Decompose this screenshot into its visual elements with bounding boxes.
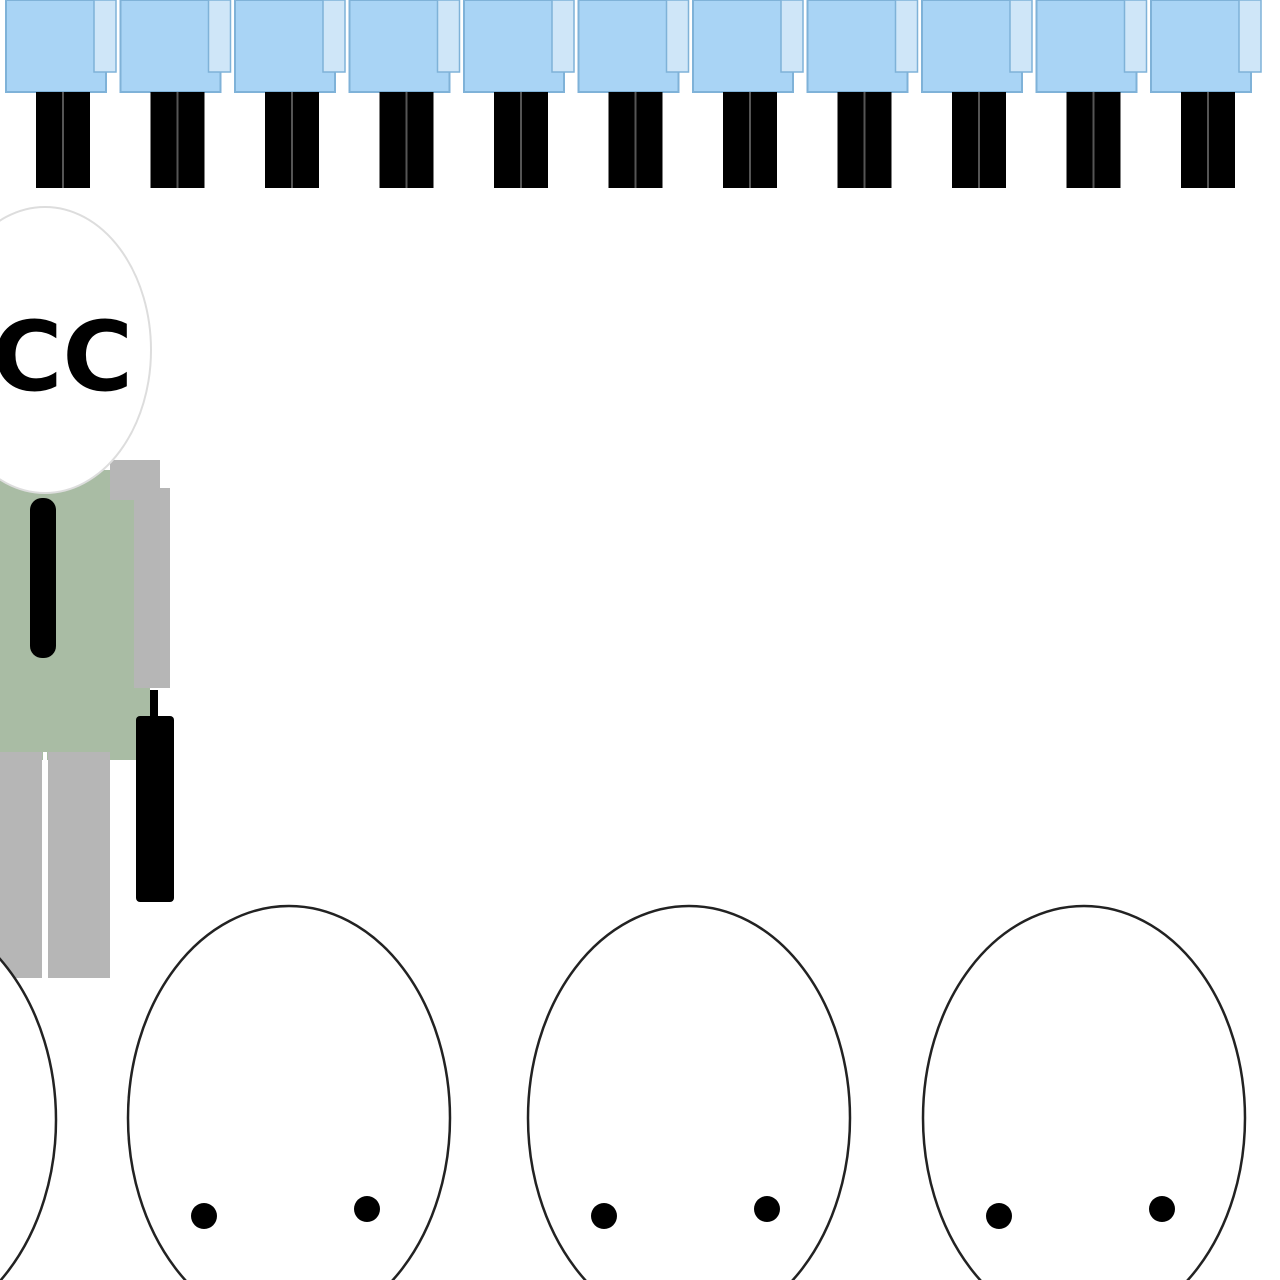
audience-eye-left xyxy=(986,1203,1012,1229)
crowd-leg-left xyxy=(36,92,62,188)
crowd-sleeve xyxy=(207,0,232,73)
crowd-figure xyxy=(806,0,919,188)
crowd-sleeve xyxy=(322,0,346,73)
crowd-sleeve xyxy=(780,0,804,73)
audience-member xyxy=(921,904,1247,1280)
crowd-leg-right xyxy=(636,92,663,188)
crowd-shirt xyxy=(1035,0,1138,93)
crowd-figure xyxy=(1150,0,1262,188)
crowd-leg-right xyxy=(751,92,777,188)
crowd-sleeve xyxy=(1009,0,1033,73)
crowd-sleeve xyxy=(894,0,919,73)
presenter-right-leg xyxy=(48,752,110,978)
crowd-figure xyxy=(119,0,232,188)
crowd-figure xyxy=(921,0,1033,188)
crowd-leg-right xyxy=(178,92,205,188)
crowd-leg-right xyxy=(407,92,434,188)
crowd-leg-left xyxy=(952,92,978,188)
crowd-leg-left xyxy=(265,92,291,188)
presenter-figure: CC xyxy=(0,206,174,978)
crowd-figure xyxy=(577,0,690,188)
crowd-leg-left xyxy=(494,92,520,188)
audience-eye-left xyxy=(591,1203,617,1229)
audience-member xyxy=(526,904,852,1280)
crowd-sleeve xyxy=(665,0,690,73)
crowd-figure xyxy=(234,0,346,188)
crowd-leg-right xyxy=(1209,92,1235,188)
audience-eye-right xyxy=(354,1196,380,1222)
crowd-sleeve xyxy=(93,0,117,73)
crowd-shirt xyxy=(234,0,336,93)
crowd-leg-left xyxy=(723,92,749,188)
crowd-shirt xyxy=(463,0,565,93)
crowd-figure xyxy=(348,0,461,188)
crowd-figure xyxy=(1035,0,1148,188)
crowd-figure xyxy=(692,0,804,188)
crowd-leg-left xyxy=(608,92,635,188)
crowd-sleeve xyxy=(551,0,575,73)
crowd-leg-right xyxy=(1094,92,1121,188)
crowd-shirt xyxy=(577,0,680,93)
crowd-leg-left xyxy=(379,92,406,188)
presenter-left-leg xyxy=(0,752,42,978)
crowd-shirt xyxy=(348,0,451,93)
crowd-row xyxy=(5,0,1262,188)
tie xyxy=(30,498,56,658)
briefcase-handle xyxy=(150,690,158,720)
crowd-leg-right xyxy=(293,92,319,188)
crowd-shirt xyxy=(806,0,909,93)
crowd-leg-right xyxy=(522,92,548,188)
briefcase xyxy=(136,716,174,902)
crowd-figure xyxy=(463,0,575,188)
crowd-leg-left xyxy=(837,92,864,188)
audience-eye-right xyxy=(1149,1196,1175,1222)
audience-head xyxy=(526,904,852,1280)
crowd-leg-right xyxy=(980,92,1006,188)
crowd-leg-right xyxy=(865,92,892,188)
crowd-shirt xyxy=(921,0,1023,93)
presenter-arm xyxy=(134,488,170,688)
crowd-shirt xyxy=(119,0,222,93)
crowd-sleeve xyxy=(436,0,461,73)
presenter-head xyxy=(0,206,152,494)
crowd-shirt xyxy=(5,0,107,93)
crowd-leg-left xyxy=(1066,92,1093,188)
crowd-sleeve xyxy=(1238,0,1262,73)
audience-eye-right xyxy=(754,1196,780,1222)
audience-head xyxy=(0,957,58,1280)
crowd-shirt xyxy=(692,0,794,93)
presenter-head-label: CC xyxy=(0,301,133,413)
crowd-sleeve xyxy=(1123,0,1148,73)
audience-head xyxy=(126,904,452,1280)
crowd-leg-left xyxy=(150,92,177,188)
audience-head xyxy=(921,904,1247,1280)
audience-eye-left xyxy=(191,1203,217,1229)
crowd-figure xyxy=(5,0,117,188)
crowd-leg-left xyxy=(1181,92,1207,188)
crowd-shirt xyxy=(1150,0,1252,93)
audience-member xyxy=(126,904,452,1280)
crowd-leg-right xyxy=(64,92,90,188)
presenter-jacket xyxy=(0,470,150,760)
audience-row xyxy=(0,904,1247,1280)
